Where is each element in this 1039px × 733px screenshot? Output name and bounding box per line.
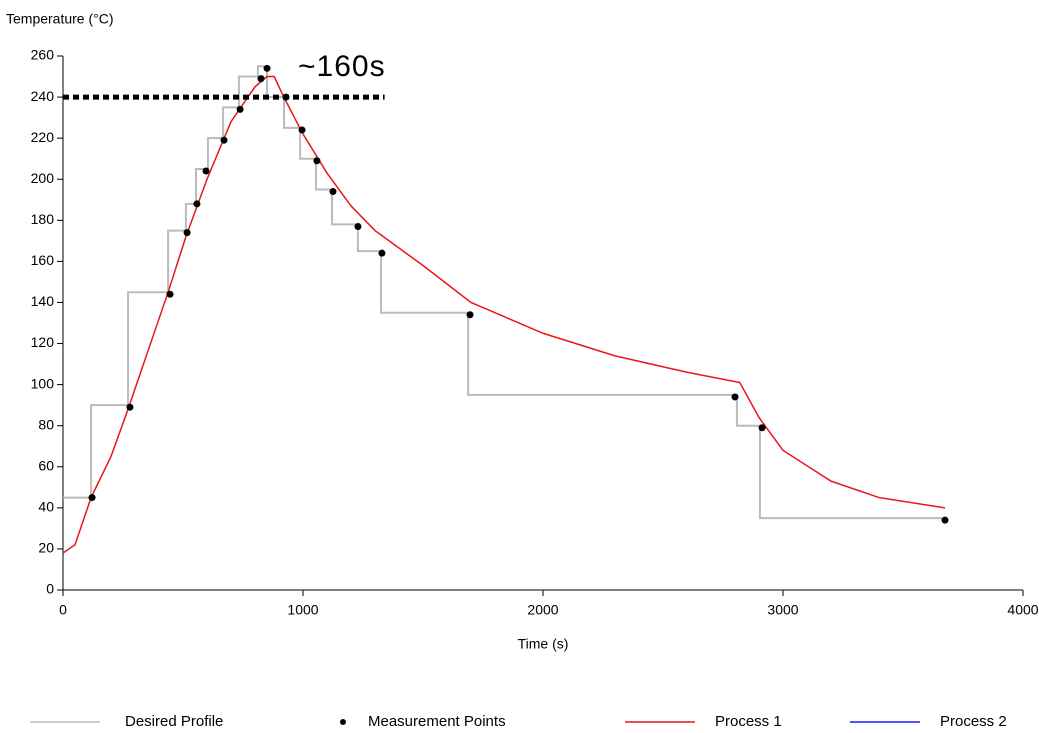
y-tick-label: 40 [38, 499, 54, 515]
measurement-point [354, 222, 362, 230]
x-tick-label: 1000 [287, 602, 318, 618]
measurement-point [183, 229, 191, 237]
measurement-point [466, 311, 474, 319]
measurement-point [126, 403, 134, 411]
x-tick-label: 4000 [1007, 602, 1038, 618]
y-tick-label: 220 [31, 129, 55, 145]
y-tick-label: 140 [31, 293, 55, 309]
measurement-point [941, 516, 949, 524]
y-tick-label: 80 [38, 416, 54, 432]
y-tick-label: 200 [31, 170, 55, 186]
y-tick-label: 20 [38, 540, 54, 556]
measurement-point [202, 167, 210, 175]
series-line [62, 75, 946, 554]
legend-label: Measurement Points [368, 713, 506, 730]
measurement-point [378, 249, 386, 257]
x-tick-label: 0 [59, 602, 67, 618]
y-axis-label: Temperature (°C) [6, 11, 114, 27]
measurement-point [313, 157, 321, 165]
x-axis-label: Time (s) [518, 636, 569, 652]
y-tick-label: 180 [31, 211, 55, 227]
measurement-point [236, 105, 244, 113]
measurement-point [282, 93, 290, 101]
measurement-point [220, 136, 228, 144]
measurement-point [193, 200, 201, 208]
legend-label: Process 1 [715, 713, 782, 730]
y-tick-label: 120 [31, 334, 55, 350]
legend-label: Desired Profile [125, 713, 223, 730]
measurement-point [166, 290, 174, 298]
measurement-point [298, 126, 306, 134]
y-tick-label: 100 [31, 375, 55, 391]
annotation: ~160s [298, 50, 386, 83]
measurement-point [257, 75, 265, 83]
x-tick-label: 3000 [767, 602, 798, 618]
measurement-point [329, 188, 337, 196]
y-tick-label: 0 [46, 581, 54, 597]
y-tick-label: 160 [31, 252, 55, 268]
measurement-point [88, 494, 96, 502]
legend-label: Process 2 [940, 713, 1007, 730]
measurement-point [263, 64, 271, 72]
series-line [63, 65, 945, 520]
legend-marker [340, 719, 346, 725]
y-tick-label: 260 [31, 47, 55, 63]
y-tick-label: 240 [31, 88, 55, 104]
measurement-point [758, 424, 766, 432]
x-tick-label: 2000 [527, 602, 558, 618]
y-tick-label: 60 [38, 457, 54, 473]
measurement-point [731, 393, 739, 401]
